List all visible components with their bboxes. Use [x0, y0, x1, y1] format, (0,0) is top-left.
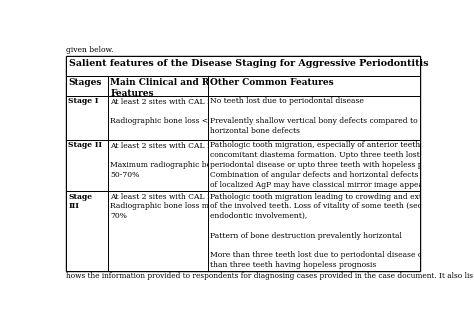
- Bar: [66, 140, 108, 191]
- Bar: [108, 76, 208, 96]
- Bar: [66, 56, 420, 76]
- Bar: [208, 96, 420, 140]
- Bar: [66, 96, 108, 140]
- Bar: [108, 96, 208, 140]
- Text: given below.: given below.: [66, 46, 113, 54]
- Text: Main Clinical and Radiological
Features: Main Clinical and Radiological Features: [110, 78, 264, 98]
- Text: Salient features of the Disease Staging for Aggressive Periodontitis: Salient features of the Disease Staging …: [69, 59, 428, 68]
- Text: Stages: Stages: [68, 78, 102, 87]
- Text: Stage I: Stage I: [68, 97, 99, 105]
- Bar: [108, 191, 208, 271]
- Text: No teeth lost due to periodontal disease

Prevalently shallow vertical bony defe: No teeth lost due to periodontal disease…: [210, 97, 418, 135]
- Text: hows the information provided to respondents for diagnosing cases provided in th: hows the information provided to respond…: [66, 273, 473, 280]
- Bar: [208, 191, 420, 271]
- Text: Stage II: Stage II: [68, 141, 102, 149]
- Text: Pathologic tooth migration, especially of anterior teeth with
concomitant diaste: Pathologic tooth migration, especially o…: [210, 141, 457, 189]
- Text: At least 2 sites with CAL >5mm,

Radiographic bone loss <50%: At least 2 sites with CAL >5mm, Radiogra…: [110, 97, 235, 125]
- Text: At least 2 sites with CAL >8mm
Radiographic bone loss more than
70%: At least 2 sites with CAL >8mm Radiograp…: [110, 193, 241, 220]
- Text: Stage
III: Stage III: [68, 193, 92, 211]
- Text: At least 2 sites with CAL > 6mm ;

Maximum radiographic bone loss:
50-70%: At least 2 sites with CAL > 6mm ; Maximu…: [110, 141, 240, 179]
- Text: Other Common Features: Other Common Features: [210, 78, 334, 87]
- Bar: [66, 76, 108, 96]
- Text: Pathologic tooth migration leading to crowding and extrusion
of the involved tee: Pathologic tooth migration leading to cr…: [210, 193, 448, 269]
- Bar: [108, 140, 208, 191]
- Bar: [66, 56, 420, 271]
- Bar: [208, 140, 420, 191]
- Bar: [66, 191, 108, 271]
- Bar: [208, 76, 420, 96]
